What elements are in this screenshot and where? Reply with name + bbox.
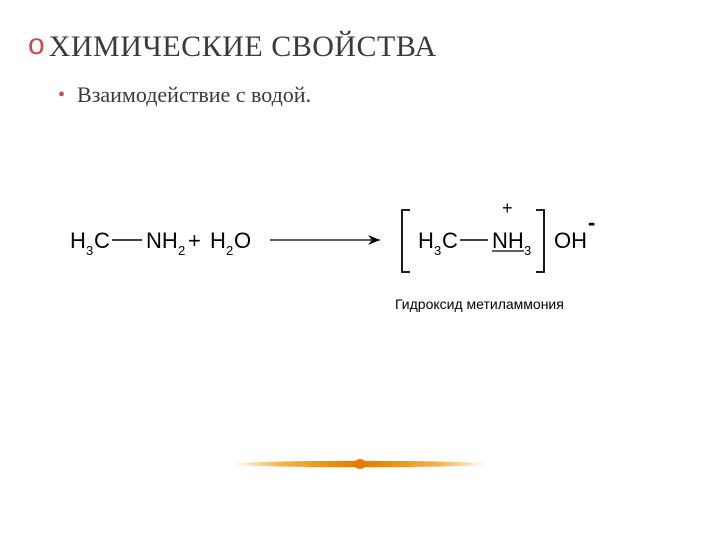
slide-decor [230, 458, 490, 470]
prod-h: H [418, 228, 434, 253]
lhs-nh-sub: 2 [178, 243, 185, 258]
lhs-nh: NH [146, 228, 178, 253]
slide: o ХИМИЧЕСКИЕ СВОЙСТВА • Взаимодействие с… [0, 0, 720, 540]
reaction-diagram: H 3 C NH 2 + H 2 O H 3 C NH 3 + OH [70, 190, 670, 310]
lhs-h: H [70, 228, 86, 253]
lhs-c: C [94, 228, 110, 253]
subtitle-row: • Взаимодействие с водой. [58, 82, 311, 108]
bracket-left [402, 210, 410, 272]
counterion-oh: OH [554, 228, 587, 253]
subtitle-text: Взаимодействие с водой. [77, 82, 311, 108]
slide-title: ХИМИЧЕСКИЕ СВОЙСТВА [49, 30, 437, 64]
subtitle-bullet: • [58, 85, 65, 105]
prod-c: C [442, 228, 458, 253]
title-bullet: o [28, 30, 45, 60]
water-h: H [210, 228, 226, 253]
product-caption: Гидроксид метиламмония [395, 296, 564, 312]
water-o: O [234, 228, 251, 253]
water-h-sub: 2 [226, 243, 233, 258]
counterion-charge: - [588, 210, 595, 235]
plus-sign: + [188, 228, 201, 253]
prod-charge: + [502, 198, 513, 218]
lhs-h-sub: 3 [86, 243, 93, 258]
bracket-right [536, 210, 544, 272]
prod-nh-sub: 3 [524, 243, 531, 258]
slide-title-row: o ХИМИЧЕСКИЕ СВОЙСТВА [28, 30, 437, 64]
prod-h-sub: 3 [434, 243, 441, 258]
prod-nh: NH [492, 228, 524, 253]
